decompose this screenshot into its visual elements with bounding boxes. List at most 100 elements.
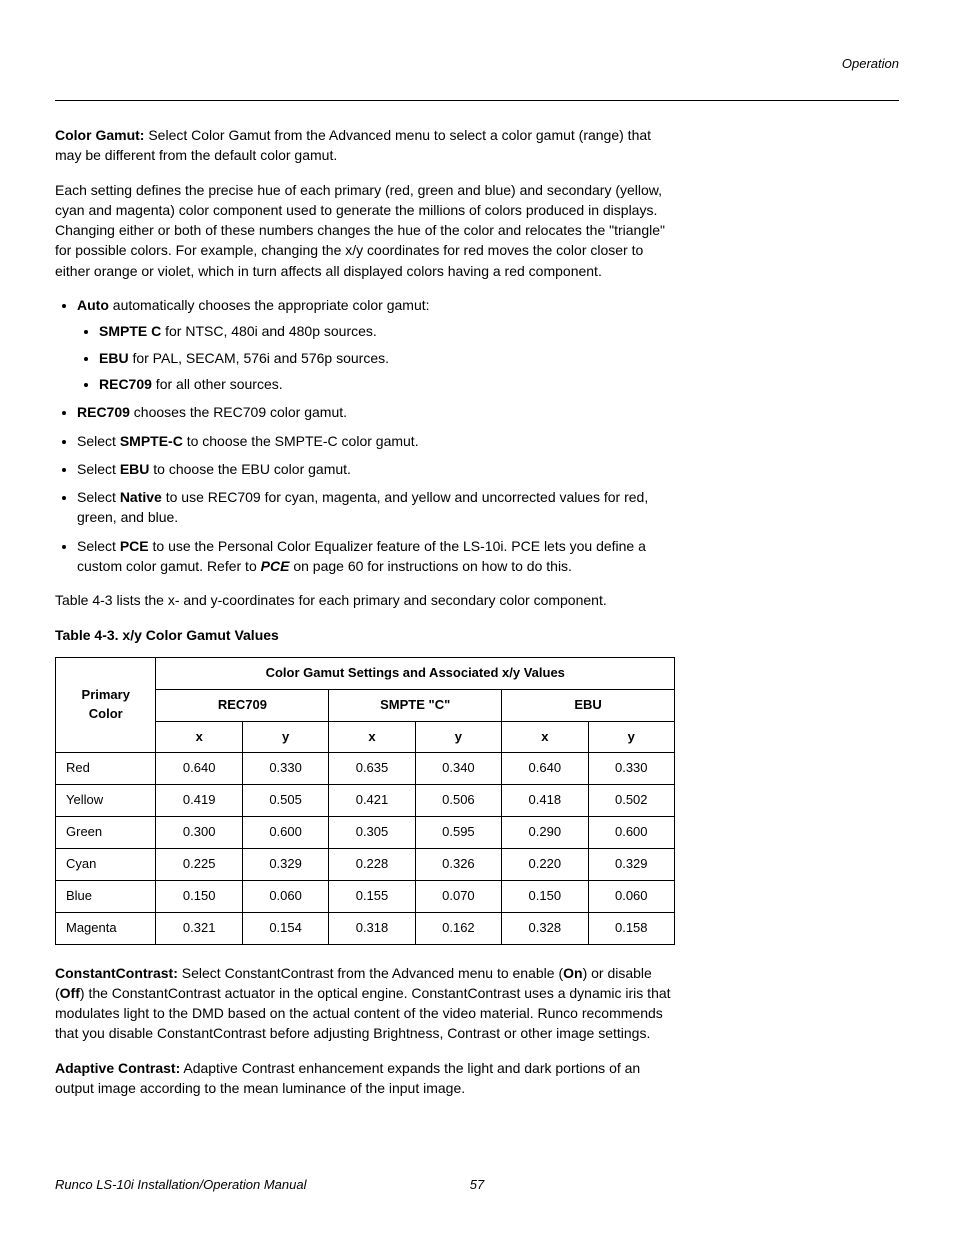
table-row: Cyan0.2250.3290.2280.3260.2200.329	[56, 849, 675, 881]
table-row: Magenta0.3210.1540.3180.1620.3280.158	[56, 912, 675, 944]
constant-contrast-title: ConstantContrast:	[55, 965, 178, 981]
table-cell: 0.328	[502, 912, 588, 944]
adaptive-contrast-title: Adaptive Contrast:	[55, 1060, 180, 1076]
table-cell: 0.154	[242, 912, 328, 944]
list-item: REC709 for all other sources.	[99, 374, 675, 394]
th-x: x	[502, 721, 588, 753]
th-ebu: EBU	[502, 689, 675, 721]
pce-text2: on page 60 for instructions on how to do…	[289, 558, 572, 574]
table-cell: 0.150	[502, 880, 588, 912]
cc-on: On	[563, 965, 582, 981]
row-label: Blue	[56, 880, 156, 912]
color-gamut-title: Color Gamut:	[55, 127, 144, 143]
table-cell: 0.326	[415, 849, 501, 881]
footer-page: 57	[470, 1176, 484, 1195]
table-cell: 0.640	[502, 753, 588, 785]
table-cell: 0.329	[588, 849, 674, 881]
main-content: Color Gamut: Select Color Gamut from the…	[55, 125, 675, 1112]
table-cell: 0.290	[502, 817, 588, 849]
sub-text: for PAL, SECAM, 576i and 576p sources.	[129, 350, 389, 366]
color-gamut-list: Auto automatically chooses the appropria…	[55, 295, 675, 576]
row-label: Red	[56, 753, 156, 785]
gamut-table: Primary Color Color Gamut Settings and A…	[55, 657, 675, 945]
sub-text: for all other sources.	[152, 376, 283, 392]
table-cell: 0.330	[242, 753, 328, 785]
color-gamut-intro1-text: Select Color Gamut from the Advanced men…	[55, 127, 651, 163]
auto-text: automatically chooses the appropriate co…	[109, 297, 430, 313]
table-cell: 0.421	[329, 785, 415, 817]
table-cell: 0.162	[415, 912, 501, 944]
row-label: Yellow	[56, 785, 156, 817]
list-item: EBU for PAL, SECAM, 576i and 576p source…	[99, 348, 675, 368]
table-cell: 0.220	[502, 849, 588, 881]
ebu-text: to choose the EBU color gamut.	[149, 461, 351, 477]
sub-label: REC709	[99, 376, 152, 392]
native-pre: Select	[77, 489, 120, 505]
native-label: Native	[120, 489, 162, 505]
th-rec709: REC709	[156, 689, 329, 721]
table-cell: 0.505	[242, 785, 328, 817]
smptec-text: to choose the SMPTE-C color gamut.	[183, 433, 419, 449]
list-item-auto: Auto automatically chooses the appropria…	[77, 295, 675, 394]
table-cell: 0.300	[156, 817, 242, 849]
smptec-pre: Select	[77, 433, 120, 449]
color-gamut-intro1: Color Gamut: Select Color Gamut from the…	[55, 125, 675, 166]
section-header: Operation	[842, 55, 899, 74]
list-item-ebu: Select EBU to choose the EBU color gamut…	[77, 459, 675, 479]
sub-label: SMPTE C	[99, 323, 161, 339]
adaptive-contrast-para: Adaptive Contrast: Adaptive Contrast enh…	[55, 1058, 675, 1099]
ebu-label: EBU	[120, 461, 150, 477]
table-cell: 0.150	[156, 880, 242, 912]
th-x: x	[329, 721, 415, 753]
th-smptec: SMPTE "C"	[329, 689, 502, 721]
cc-off: Off	[60, 985, 80, 1001]
table-cell: 0.321	[156, 912, 242, 944]
smptec-label: SMPTE-C	[120, 433, 183, 449]
table-cell: 0.640	[156, 753, 242, 785]
th-y: y	[415, 721, 501, 753]
table-cell: 0.060	[242, 880, 328, 912]
table-cell: 0.329	[242, 849, 328, 881]
row-label: Magenta	[56, 912, 156, 944]
pce-label: PCE	[120, 538, 149, 554]
sub-label: EBU	[99, 350, 129, 366]
table-row: Red0.6400.3300.6350.3400.6400.330	[56, 753, 675, 785]
table-cell: 0.060	[588, 880, 674, 912]
list-item-pce: Select PCE to use the Personal Color Equ…	[77, 536, 675, 577]
th-primary-color: Primary Color	[56, 657, 156, 753]
th-y: y	[588, 721, 674, 753]
row-label: Cyan	[56, 849, 156, 881]
table-row: Blue0.1500.0600.1550.0700.1500.060	[56, 880, 675, 912]
sub-text: for NTSC, 480i and 480p sources.	[161, 323, 377, 339]
table-cell: 0.330	[588, 753, 674, 785]
table-cell: 0.155	[329, 880, 415, 912]
cc-t3: ) the ConstantContrast actuator in the o…	[55, 985, 671, 1042]
rec709-text: chooses the REC709 color gamut.	[130, 404, 347, 420]
table-row: Yellow0.4190.5050.4210.5060.4180.502	[56, 785, 675, 817]
list-item-rec709: REC709 chooses the REC709 color gamut.	[77, 402, 675, 422]
table-cell: 0.595	[415, 817, 501, 849]
table-cell: 0.506	[415, 785, 501, 817]
color-gamut-intro2: Each setting defines the precise hue of …	[55, 180, 675, 281]
table-cell: 0.635	[329, 753, 415, 785]
table-cell: 0.318	[329, 912, 415, 944]
th-y: y	[242, 721, 328, 753]
table-cell: 0.600	[242, 817, 328, 849]
table-cell: 0.600	[588, 817, 674, 849]
table-lead: Table 4-3 lists the x- and y-coordinates…	[55, 590, 675, 610]
table-cell: 0.228	[329, 849, 415, 881]
table-row: Green0.3000.6000.3050.5950.2900.600	[56, 817, 675, 849]
th-group-head: Color Gamut Settings and Associated x/y …	[156, 657, 675, 689]
list-item-smptec: Select SMPTE-C to choose the SMPTE-C col…	[77, 431, 675, 451]
table-cell: 0.070	[415, 880, 501, 912]
row-label: Green	[56, 817, 156, 849]
rec709-label: REC709	[77, 404, 130, 420]
auto-sublist: SMPTE C for NTSC, 480i and 480p sources.…	[77, 321, 675, 394]
pce-pre: Select	[77, 538, 120, 554]
table-cell: 0.225	[156, 849, 242, 881]
constant-contrast-para: ConstantContrast: Select ConstantContras…	[55, 963, 675, 1044]
table-cell: 0.502	[588, 785, 674, 817]
cc-t1: Select ConstantContrast from the Advance…	[178, 965, 563, 981]
table-cell: 0.419	[156, 785, 242, 817]
th-x: x	[156, 721, 242, 753]
